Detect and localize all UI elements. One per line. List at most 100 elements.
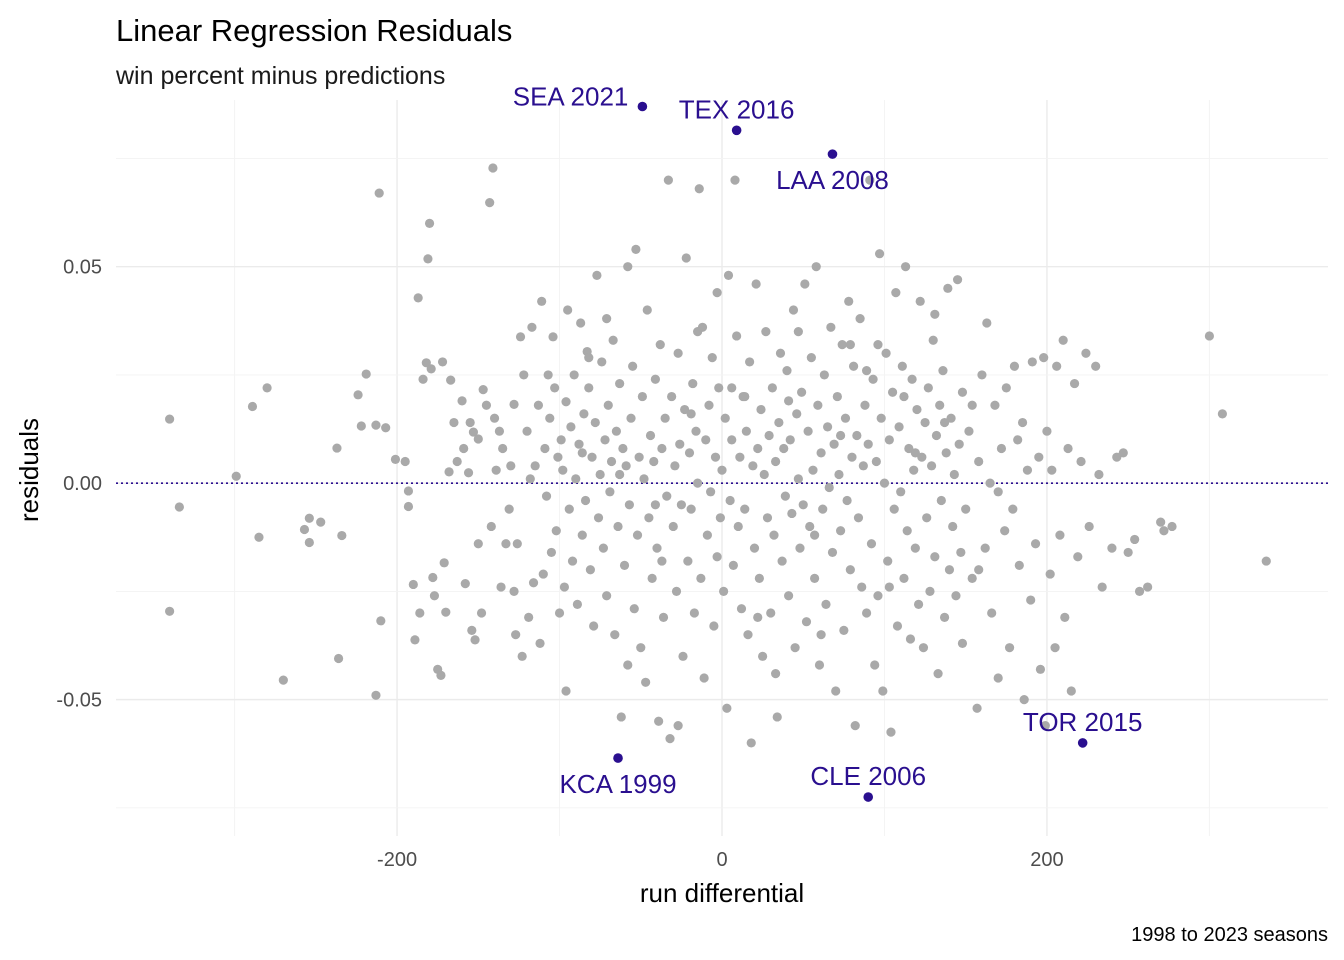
- data-point: [709, 621, 719, 631]
- data-point: [537, 296, 547, 306]
- data-point: [712, 552, 722, 562]
- data-point: [974, 565, 984, 575]
- data-point: [892, 621, 903, 631]
- data-point: [1130, 534, 1140, 545]
- data-point: [584, 353, 594, 363]
- data-point: [795, 543, 805, 553]
- data-point: [494, 426, 505, 436]
- data-point: [561, 686, 571, 696]
- data-point: [554, 608, 565, 618]
- data-point: [333, 653, 344, 664]
- data-point: [527, 322, 537, 332]
- data-point: [853, 513, 864, 523]
- y-tick-label: 0.05: [63, 257, 102, 279]
- data-point: [316, 517, 326, 527]
- data-point: [595, 469, 605, 480]
- data-point: [605, 487, 615, 497]
- data-point: [689, 608, 699, 618]
- data-point: [686, 504, 696, 514]
- data-point: [667, 391, 677, 402]
- data-point: [470, 635, 480, 645]
- data-point: [403, 486, 414, 496]
- data-point: [424, 218, 435, 228]
- data-point: [574, 439, 584, 449]
- data-point: [858, 461, 868, 471]
- data-point: [957, 387, 968, 397]
- data-point: [930, 309, 940, 319]
- data-point: [543, 370, 553, 380]
- data-point: [699, 673, 709, 683]
- data-point: [769, 530, 779, 540]
- data-point: [832, 391, 842, 402]
- data-point: [1217, 409, 1227, 419]
- data-point: [381, 423, 391, 433]
- data-point: [751, 279, 761, 289]
- data-point: [845, 340, 855, 350]
- data-point: [642, 305, 652, 315]
- data-point: [972, 703, 982, 713]
- data-point: [632, 530, 643, 540]
- data-point: [930, 552, 940, 562]
- data-point: [691, 426, 701, 436]
- data-point: [850, 721, 860, 731]
- data-point: [481, 400, 492, 410]
- data-point: [408, 579, 418, 590]
- data-point: [650, 374, 660, 384]
- data-point: [806, 353, 816, 363]
- data-point: [918, 643, 929, 653]
- data-point: [602, 314, 612, 324]
- data-point: [524, 612, 534, 622]
- data-point: [926, 461, 937, 471]
- data-point: [647, 573, 657, 584]
- data-point: [558, 465, 568, 475]
- data-point: [550, 383, 560, 393]
- data-point: [634, 452, 644, 462]
- data-point: [491, 465, 501, 475]
- data-point: [808, 465, 818, 475]
- data-point: [644, 513, 654, 523]
- data-point: [1052, 361, 1062, 371]
- data-point: [390, 454, 401, 464]
- point-label: TOR 2015: [1023, 707, 1142, 737]
- data-point: [814, 660, 825, 670]
- data-point: [805, 521, 815, 532]
- data-point: [410, 635, 420, 645]
- data-point: [1094, 469, 1104, 480]
- data-point: [897, 361, 907, 371]
- data-point: [463, 468, 474, 478]
- data-point: [861, 608, 872, 618]
- data-point: [254, 532, 264, 542]
- data-point: [896, 487, 906, 497]
- data-point: [415, 608, 425, 618]
- data-point: [816, 630, 826, 640]
- data-point: [530, 461, 540, 471]
- data-point: [444, 467, 454, 477]
- data-point: [584, 383, 594, 393]
- data-point: [1081, 348, 1091, 358]
- data-point: [946, 413, 956, 423]
- data-point: [1017, 417, 1028, 428]
- point-label: TEX 2016: [679, 94, 795, 124]
- data-point: [361, 369, 371, 379]
- data-point: [577, 530, 587, 540]
- data-point: [1123, 547, 1133, 558]
- data-point: [1035, 664, 1046, 674]
- data-point: [426, 364, 436, 374]
- data-point: [777, 556, 787, 566]
- data-point: [982, 318, 992, 328]
- data-point: [165, 606, 175, 616]
- data-point: [1026, 595, 1036, 605]
- data-point: [860, 400, 870, 410]
- data-point: [1055, 530, 1065, 540]
- data-point: [839, 625, 849, 635]
- data-point: [771, 669, 781, 679]
- data-point: [686, 409, 696, 419]
- data-point: [925, 586, 935, 596]
- data-point: [819, 370, 829, 380]
- data-point: [538, 569, 548, 579]
- data-point: [784, 396, 794, 406]
- data-point: [910, 448, 920, 458]
- data-point: [465, 417, 475, 428]
- data-point: [1014, 560, 1024, 571]
- data-point: [810, 530, 820, 540]
